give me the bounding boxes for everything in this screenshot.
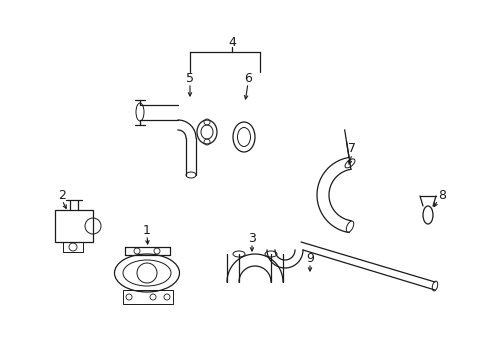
Text: 6: 6 [244, 72, 251, 85]
Bar [55, 210, 93, 242]
Text: 3: 3 [247, 231, 255, 244]
Text: 7: 7 [347, 141, 355, 154]
Bar [123, 290, 173, 304]
Text: 4: 4 [227, 36, 235, 49]
Text: 9: 9 [305, 252, 313, 265]
Bar [63, 242, 83, 252]
Text: 1: 1 [143, 224, 151, 237]
Text: 2: 2 [58, 189, 66, 202]
Text: 5: 5 [185, 72, 194, 85]
Text: 8: 8 [437, 189, 445, 202]
